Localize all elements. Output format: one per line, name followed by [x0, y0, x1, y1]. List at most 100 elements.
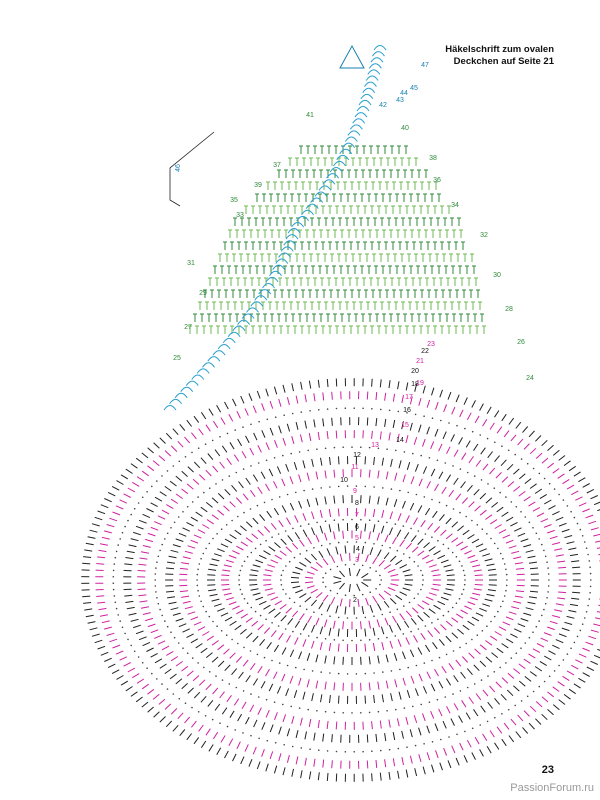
stitch [328, 524, 332, 533]
chain-dot [417, 593, 419, 595]
chain-dot [444, 696, 447, 698]
stitch [295, 421, 299, 430]
stitch [253, 432, 258, 441]
chain-dot [394, 523, 397, 525]
chain-dot [324, 572, 327, 574]
stitch [138, 563, 147, 566]
stitch [263, 550, 271, 556]
chain-dot [307, 708, 310, 711]
chain-dot [115, 607, 118, 610]
chain-dot [164, 620, 166, 622]
stitch [315, 534, 320, 543]
chain-dot [112, 588, 115, 591]
chain-dot [436, 698, 439, 701]
stitch [274, 554, 283, 560]
stitch [266, 642, 272, 650]
stitch [396, 718, 400, 727]
stitch [97, 510, 106, 515]
stitch [304, 596, 312, 603]
stitch [250, 569, 259, 572]
chain-dot [221, 479, 224, 481]
chain-dot [250, 423, 252, 426]
stitch [329, 695, 331, 704]
chain-dot [440, 738, 442, 741]
stitch [540, 518, 549, 523]
stitch [508, 417, 515, 425]
chain-dot [493, 671, 496, 673]
chain-dot [266, 739, 269, 742]
chain-dot [458, 597, 461, 600]
stitch [470, 559, 479, 563]
stitch [252, 517, 259, 525]
chain-dot [510, 501, 513, 503]
stitch [470, 597, 479, 601]
stitch [371, 378, 373, 387]
chain-dot [355, 673, 358, 675]
row-number: 35 [230, 197, 238, 204]
stitch [365, 597, 369, 606]
picot [241, 313, 255, 319]
chain-dot [344, 564, 347, 566]
stitch [373, 456, 375, 465]
stitch [125, 468, 133, 474]
chain-dot [157, 602, 160, 605]
stitch [245, 675, 251, 683]
stitch [236, 609, 244, 615]
chain-dot [191, 657, 194, 659]
stitch [337, 523, 340, 532]
stitch [425, 559, 434, 564]
stitch [261, 430, 266, 438]
chain-dot [112, 569, 115, 572]
stitch [311, 458, 314, 467]
stitch [365, 554, 369, 563]
stitch [252, 746, 257, 755]
chain-dot [307, 523, 310, 525]
stitch [388, 380, 391, 389]
stitch [249, 663, 256, 671]
stitch [252, 405, 257, 414]
chain-dot [346, 673, 349, 675]
stitch [291, 716, 295, 724]
stitch [502, 621, 511, 626]
chain-dot [282, 454, 284, 457]
stitch [257, 624, 264, 631]
stitch [508, 545, 517, 549]
chain-dot [263, 656, 266, 659]
stitch [578, 502, 587, 507]
stitch [328, 509, 332, 518]
stitch [302, 460, 306, 469]
chain-dot [290, 705, 293, 708]
stitch [175, 493, 183, 500]
stitch [375, 418, 378, 427]
stitch [280, 538, 287, 545]
stitch [103, 530, 112, 534]
stitch [269, 427, 274, 436]
stitch [164, 450, 172, 457]
stitch [487, 568, 496, 571]
chain-dot [177, 642, 180, 644]
stitch [150, 629, 159, 634]
stitch [364, 628, 367, 637]
stitch [434, 483, 439, 492]
chain-dot [428, 701, 431, 703]
stitch [539, 660, 547, 667]
stitch [513, 628, 522, 633]
stitch [401, 394, 404, 403]
stitch [388, 624, 393, 633]
stitch [479, 644, 487, 651]
chain-dot [333, 519, 336, 521]
stitch [333, 682, 336, 691]
stitch [468, 501, 475, 508]
stitch [310, 599, 317, 607]
stitch [445, 588, 454, 591]
chain-dot [548, 579, 550, 581]
chain-dot [364, 672, 367, 675]
stitch [224, 664, 231, 672]
chain-dot [362, 750, 364, 753]
stitch [147, 532, 156, 537]
stitch [337, 628, 340, 637]
stitch [276, 466, 282, 474]
stitch [398, 460, 402, 469]
stitch [141, 683, 149, 690]
stitch [175, 660, 183, 667]
